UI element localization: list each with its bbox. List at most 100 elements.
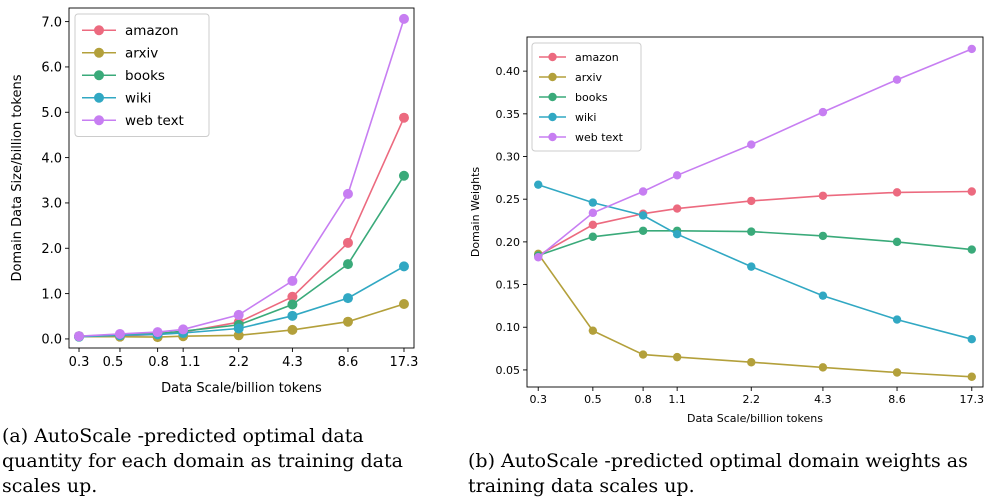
data-point-books bbox=[398, 170, 409, 181]
series-line-web-text bbox=[537, 48, 973, 258]
legend-marker bbox=[94, 92, 104, 103]
data-point-amazon bbox=[818, 191, 828, 200]
data-point-books bbox=[588, 232, 598, 241]
data-point-arxiv bbox=[342, 316, 353, 327]
data-point-web-text bbox=[398, 13, 409, 24]
data-point-books bbox=[892, 237, 902, 247]
x-tick-label: 2.2 bbox=[228, 355, 249, 370]
series-web-text bbox=[74, 13, 409, 342]
series-line-arxiv bbox=[79, 303, 405, 338]
x-axis-label: Data Scale/billion tokens bbox=[687, 412, 823, 425]
data-point-wiki bbox=[534, 180, 543, 189]
data-point-wiki bbox=[233, 323, 244, 334]
data-point-arxiv bbox=[287, 324, 298, 335]
caption-a: (a) AutoScale -predicted optimal data qu… bbox=[2, 425, 403, 497]
legend-marker bbox=[94, 47, 104, 58]
series-line-amazon bbox=[78, 117, 405, 337]
x-tick-label: 8.6 bbox=[338, 355, 359, 370]
series-line-amazon bbox=[537, 190, 972, 257]
legend-marker bbox=[548, 92, 557, 102]
data-point-web-text bbox=[152, 327, 163, 338]
data-point-wiki bbox=[342, 293, 353, 304]
caption-b: (b) AutoScale -predicted optimal domain … bbox=[468, 450, 968, 497]
data-point-arxiv bbox=[398, 299, 409, 310]
y-tick-label: 7.0 bbox=[41, 15, 62, 30]
data-point-web-text bbox=[967, 44, 976, 54]
data-point-web-text bbox=[233, 309, 244, 320]
data-point-arxiv bbox=[892, 368, 902, 377]
y-tick-label: 0.05 bbox=[496, 364, 521, 377]
legend-marker bbox=[94, 115, 104, 126]
y-tick-label: 6.0 bbox=[41, 61, 62, 76]
y-tick-label: 0.30 bbox=[496, 150, 521, 163]
data-point-web-text bbox=[342, 188, 353, 199]
x-tick-label: 0.3 bbox=[529, 393, 547, 406]
data-point-amazon bbox=[287, 291, 298, 302]
y-tick-label: 0.20 bbox=[496, 236, 521, 249]
y-tick-label: 0.0 bbox=[41, 333, 62, 348]
legend: amazon arxiv books wiki web text bbox=[74, 13, 210, 137]
legend-marker bbox=[548, 52, 557, 62]
x-tick-label: 8.6 bbox=[888, 393, 906, 406]
data-point-arxiv bbox=[672, 352, 682, 362]
data-point-amazon bbox=[747, 196, 756, 206]
legend-entry-amazon: amazon bbox=[575, 51, 619, 64]
legend-entry-wiki: wiki bbox=[125, 91, 151, 107]
legend-frame bbox=[531, 42, 642, 152]
data-point-books bbox=[638, 226, 648, 235]
legend-marker bbox=[548, 132, 557, 142]
y-tick-label: 0.35 bbox=[496, 108, 521, 121]
data-point-web-text bbox=[747, 140, 756, 149]
legend-entry-wiki: wiki bbox=[575, 111, 596, 124]
data-point-web-text bbox=[114, 328, 125, 339]
x-tick-label: 0.3 bbox=[69, 355, 90, 370]
series-wiki bbox=[74, 261, 409, 342]
y-tick-label: 0.25 bbox=[496, 193, 521, 206]
x-axis-label: Data Scale/billion tokens bbox=[161, 381, 322, 396]
legend-frame bbox=[74, 13, 210, 137]
data-point-arxiv bbox=[967, 372, 976, 381]
x-tick-label: 0.8 bbox=[148, 355, 169, 370]
legend-marker bbox=[548, 112, 557, 122]
x-tick-label: 1.1 bbox=[668, 393, 686, 406]
data-point-amazon bbox=[342, 237, 353, 248]
y-tick-label: 0.15 bbox=[496, 279, 521, 292]
legend-entry-books: books bbox=[575, 91, 608, 104]
data-point-web-text bbox=[534, 253, 543, 262]
series-books bbox=[534, 226, 976, 260]
y-tick-label: 0.10 bbox=[496, 321, 521, 334]
data-point-wiki bbox=[892, 315, 902, 324]
y-axis-label: Domain Weights bbox=[469, 167, 482, 258]
data-point-web-text bbox=[178, 324, 189, 335]
x-tick-label: 0.5 bbox=[584, 393, 602, 406]
data-point-books bbox=[747, 227, 756, 236]
data-point-web-text bbox=[892, 75, 902, 84]
data-point-arxiv bbox=[638, 350, 648, 359]
data-point-wiki bbox=[967, 334, 976, 344]
data-point-books bbox=[342, 259, 353, 270]
chart-domain-data-size: 0.0 1.0 2.0 3.0 4.0 5.0 6.0 7.0 0.3 0.5 0.8 1.1 2.2 4… bbox=[10, 7, 418, 396]
data-point-amazon bbox=[967, 187, 976, 196]
series-line-books bbox=[537, 230, 972, 257]
y-tick-label: 2.0 bbox=[41, 242, 62, 257]
data-point-wiki bbox=[747, 262, 756, 271]
x-tick-label: 0.8 bbox=[634, 393, 652, 406]
data-point-amazon bbox=[892, 188, 902, 197]
data-point-web-text bbox=[818, 107, 828, 117]
data-point-wiki bbox=[638, 211, 648, 220]
x-tick-label: 0.5 bbox=[103, 355, 124, 370]
x-tick-label: 4.3 bbox=[814, 393, 832, 406]
series-line-web-text bbox=[78, 18, 405, 337]
y-tick-label: 1.0 bbox=[41, 287, 62, 302]
legend-entry-amazon: amazon bbox=[125, 23, 179, 39]
series-wiki bbox=[534, 180, 976, 344]
legend-entry-web-text: web text bbox=[125, 113, 184, 129]
data-point-wiki bbox=[287, 310, 298, 321]
data-point-books bbox=[818, 231, 828, 241]
data-point-arxiv bbox=[588, 326, 598, 335]
series-line-wiki bbox=[78, 265, 405, 338]
data-point-books bbox=[967, 245, 976, 254]
data-point-wiki bbox=[818, 291, 828, 300]
data-point-wiki bbox=[588, 198, 598, 207]
